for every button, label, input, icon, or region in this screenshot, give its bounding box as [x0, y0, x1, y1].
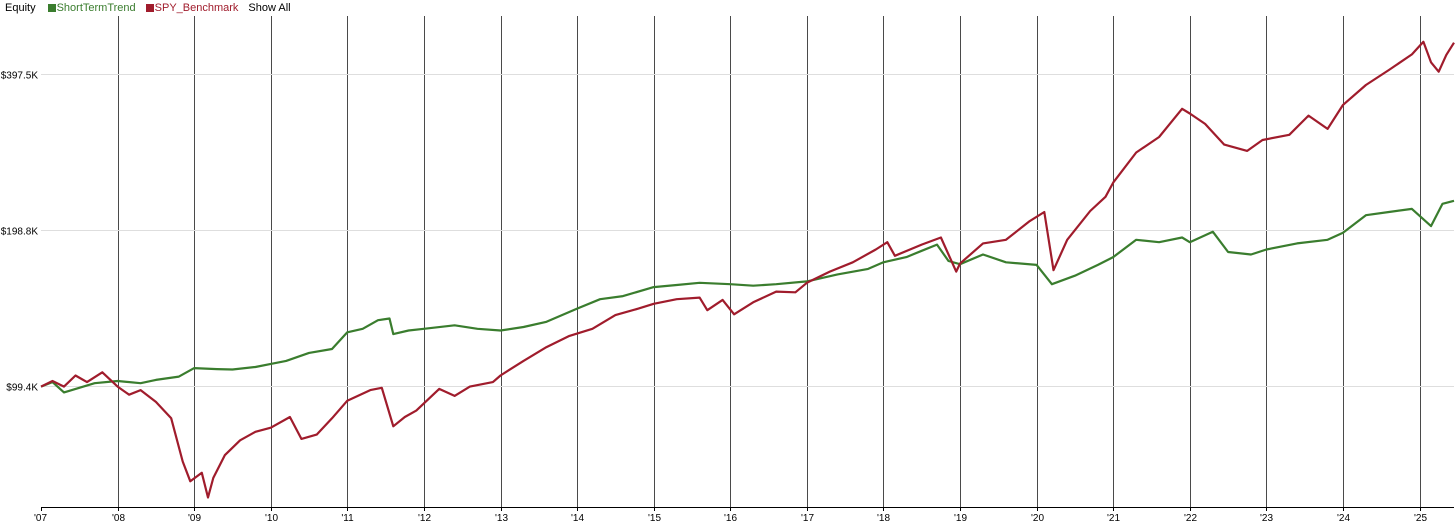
series-layer	[40, 40, 1455, 499]
x-tick-label: '22	[1184, 513, 1197, 524]
series-line-shorttermtrend	[40, 199, 1455, 394]
legend-swatch-shorttermtrend	[47, 4, 56, 12]
x-tick-label: '08	[112, 513, 125, 524]
y-tick-labels: $99.4K $198.8K $397.5K	[1, 71, 39, 394]
horizontal-gridlines	[41, 74, 1454, 387]
x-tick-label: '11	[341, 513, 354, 524]
x-tick-label: '18	[877, 513, 890, 524]
legend-title: Equity	[5, 2, 36, 14]
legend-item-shorttermtrend[interactable]: ShortTermTrend	[47, 2, 136, 14]
x-tick-label: '15	[648, 513, 661, 524]
legend: Equity ShortTermTrend SPY_Benchmark Show…	[0, 0, 291, 16]
x-tick-label: '19	[954, 513, 967, 524]
legend-item-spy-benchmark[interactable]: SPY_Benchmark	[145, 2, 239, 14]
vertical-gridlines	[118, 16, 1421, 507]
x-tick-label: '14	[571, 513, 584, 524]
x-tick-label: '09	[188, 513, 201, 524]
x-tick-label: '25	[1414, 513, 1427, 524]
x-tick-label: '17	[801, 513, 814, 524]
series-line-spy-benchmark	[40, 40, 1455, 499]
x-tick-label: '21	[1107, 513, 1120, 524]
x-tick-label: '16	[724, 513, 737, 524]
legend-label-shorttermtrend: ShortTermTrend	[56, 2, 136, 14]
x-tick-label: '12	[418, 513, 431, 524]
x-tick-label: '13	[495, 513, 508, 524]
y-tick-label: $397.5K	[1, 71, 39, 82]
x-tick-label: '23	[1260, 513, 1273, 524]
y-tick-label: $99.4K	[6, 383, 38, 394]
x-tick-label: '07	[34, 513, 47, 524]
x-tick-label: '20	[1031, 513, 1044, 524]
y-tick-label: $198.8K	[1, 227, 39, 238]
show-all-button[interactable]: Show All	[248, 2, 291, 14]
legend-swatch-spy-benchmark	[145, 4, 154, 12]
x-tick-label: '24	[1337, 513, 1350, 524]
x-tick-labels: '07 '08 '09 '10 '11 '12 '13 '14 '15 '16 '17 '18 '19 '…	[34, 507, 1427, 524]
x-tick-label: '10	[265, 513, 278, 524]
legend-label-spy-benchmark: SPY_Benchmark	[154, 2, 239, 14]
